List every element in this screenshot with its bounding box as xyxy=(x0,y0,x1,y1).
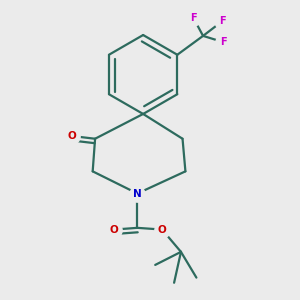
Text: O: O xyxy=(110,225,118,235)
Text: F: F xyxy=(219,16,225,26)
Text: F: F xyxy=(220,37,226,47)
Text: O: O xyxy=(68,131,76,141)
Text: N: N xyxy=(133,188,142,199)
Text: O: O xyxy=(158,225,167,235)
Text: F: F xyxy=(190,13,197,23)
